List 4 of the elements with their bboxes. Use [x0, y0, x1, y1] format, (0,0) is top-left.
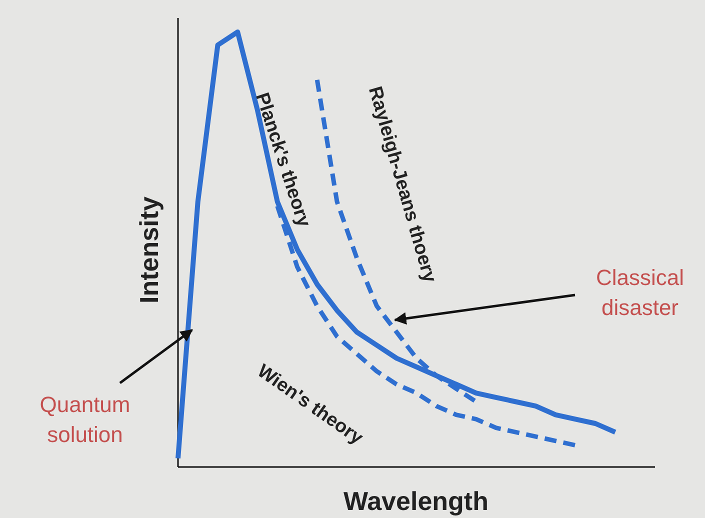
annotation: Classical disaster	[596, 265, 684, 320]
y-axis-title: Intensity	[134, 196, 164, 304]
x-axis-title: Wavelength	[344, 486, 488, 516]
text: Quantum solution	[40, 392, 130, 447]
